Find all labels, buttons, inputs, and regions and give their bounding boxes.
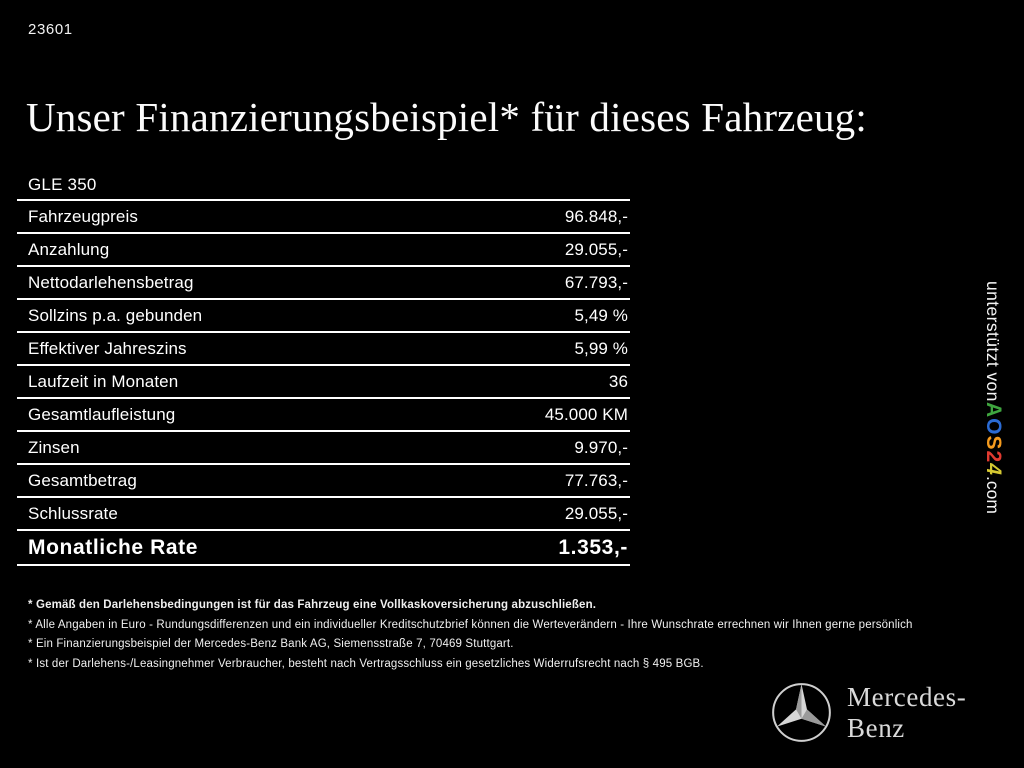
table-row-zinsen: Zinsen 9.970,- bbox=[17, 432, 630, 465]
row-value: 5,99 % bbox=[574, 338, 628, 358]
footnotes: * Gemäß den Darlehensbedingungen ist für… bbox=[28, 599, 1018, 677]
table-row-laufzeit: Laufzeit in Monaten 36 bbox=[17, 366, 630, 399]
supported-by-text: unterstützt von bbox=[983, 281, 1003, 402]
row-value: 96.848,- bbox=[564, 206, 628, 226]
row-label: Laufzeit in Monaten bbox=[28, 371, 179, 391]
row-label: Anzahlung bbox=[28, 239, 110, 259]
footnote-widerrufsrecht: * Ist der Darlehens-/Leasingnehmer Verbr… bbox=[28, 657, 704, 670]
table-row-gesamtbetrag: Gesamtbetrag 77.763,- bbox=[17, 465, 630, 498]
row-label: Fahrzeugpreis bbox=[28, 206, 138, 226]
row-label: Schlussrate bbox=[28, 503, 118, 523]
row-label: Monatliche Rate bbox=[28, 535, 199, 559]
row-label: Zinsen bbox=[28, 437, 80, 457]
row-label: Gesamtbetrag bbox=[28, 470, 137, 490]
aos24-letter-4: 4 bbox=[982, 463, 1005, 476]
footnote-bank-address: * Ein Finanzierungsbeispiel der Mercedes… bbox=[28, 638, 514, 650]
page-title: Unser Finanzierungsbeispiel* für dieses … bbox=[26, 94, 867, 141]
page-id: 23601 bbox=[28, 21, 73, 38]
row-value: 9.970,- bbox=[574, 437, 628, 457]
row-value: 29.055,- bbox=[564, 503, 628, 523]
row-value: 5,49 % bbox=[574, 305, 628, 325]
supported-by-strip: unterstützt vonAOS24.com bbox=[982, 281, 1005, 514]
mercedes-star-icon bbox=[770, 681, 833, 744]
row-value: 45.000 KM bbox=[544, 404, 628, 424]
aos24-letter-2: 2 bbox=[982, 450, 1005, 464]
row-value: 36 bbox=[608, 371, 628, 391]
brand-name: Mercedes-Benz bbox=[847, 682, 967, 743]
row-label: Effektiver Jahreszins bbox=[28, 338, 187, 358]
mercedes-brand: Mercedes-Benz bbox=[770, 680, 1024, 744]
row-value: 77.763,- bbox=[564, 470, 628, 490]
aos24-letter-s: S bbox=[982, 435, 1005, 451]
row-value: 1.353,- bbox=[558, 535, 628, 559]
row-value: 29.055,- bbox=[564, 239, 628, 259]
aos24-logo: AOS24 bbox=[982, 402, 1005, 476]
aos24-letter-o: O bbox=[982, 417, 1005, 436]
model-name: GLE 350 bbox=[17, 171, 630, 201]
aos24-letter-a: A bbox=[982, 401, 1005, 418]
table-row-sollzins: Sollzins p.a. gebunden 5,49 % bbox=[17, 300, 630, 333]
table-row-gesamtlaufleistung: Gesamtlaufleistung 45.000 KM bbox=[17, 399, 630, 432]
row-value: 67.793,- bbox=[564, 272, 628, 292]
table-row-anzahlung: Anzahlung 29.055,- bbox=[17, 234, 630, 267]
row-label: Gesamtlaufleistung bbox=[28, 404, 176, 424]
aos24-domain-suffix: .com bbox=[983, 475, 1003, 514]
table-row-effektiver-jahreszins: Effektiver Jahreszins 5,99 % bbox=[17, 333, 630, 366]
table-row-nettodarlehensbetrag: Nettodarlehensbetrag 67.793,- bbox=[17, 267, 630, 300]
row-label: Nettodarlehensbetrag bbox=[28, 272, 194, 292]
table-row-fahrzeugpreis: Fahrzeugpreis 96.848,- bbox=[17, 201, 630, 234]
row-label: Sollzins p.a. gebunden bbox=[28, 305, 203, 325]
finance-table: GLE 350 Fahrzeugpreis 96.848,- Anzahlung… bbox=[17, 171, 630, 566]
table-row-monatliche-rate: Monatliche Rate 1.353,- bbox=[17, 531, 630, 566]
table-row-schlussrate: Schlussrate 29.055,- bbox=[17, 498, 630, 531]
footnote-insurance: * Gemäß den Darlehensbedingungen ist für… bbox=[28, 599, 597, 611]
footnote-euro-rounding: * Alle Angaben in Euro - Rundungsdiffere… bbox=[28, 618, 913, 631]
